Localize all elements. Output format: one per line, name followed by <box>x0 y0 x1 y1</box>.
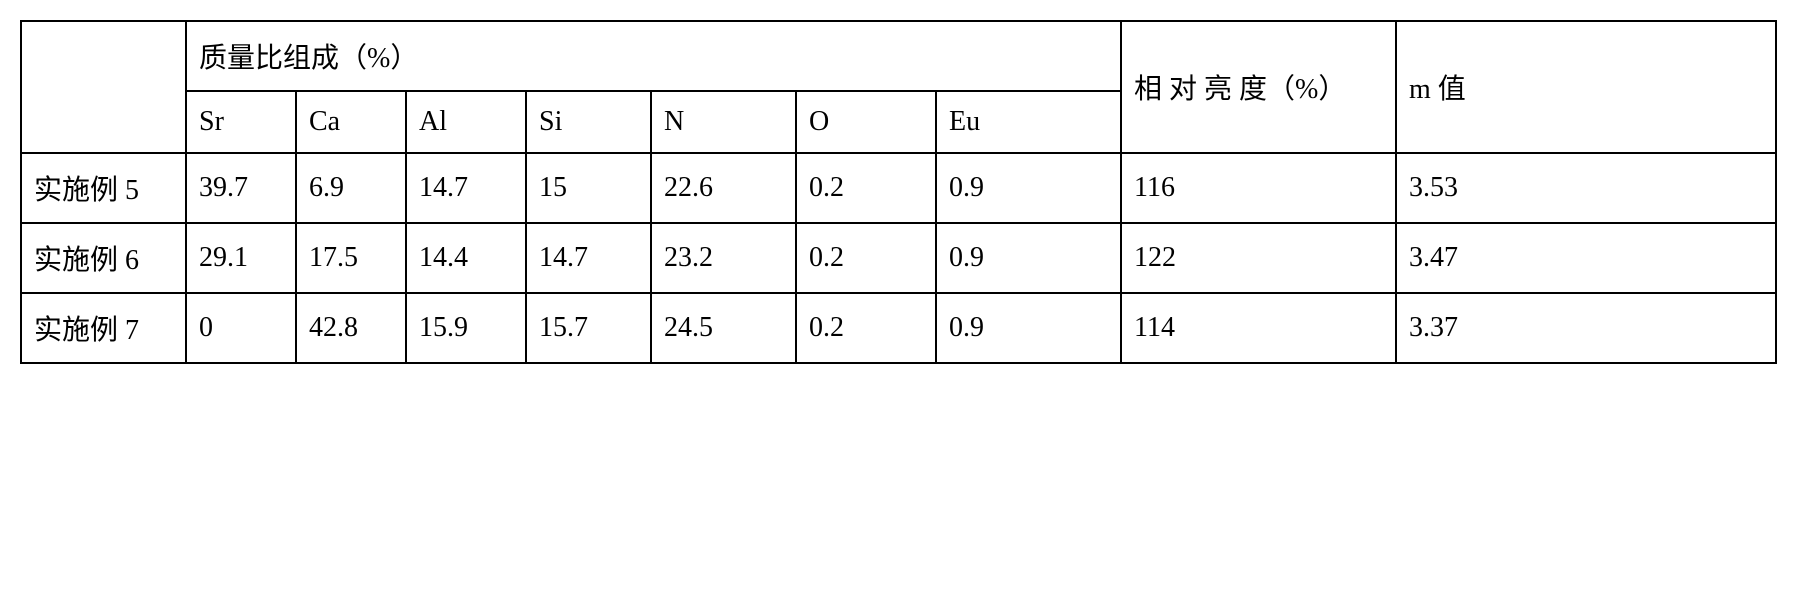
cell-eu: 0.9 <box>936 293 1121 363</box>
cell-si: 15 <box>526 153 651 223</box>
cell-m: 3.37 <box>1396 293 1776 363</box>
cell-ca: 42.8 <box>296 293 406 363</box>
cell-sr: 29.1 <box>186 223 296 293</box>
cell-m: 3.53 <box>1396 153 1776 223</box>
cell-m: 3.47 <box>1396 223 1776 293</box>
header-col-eu: Eu <box>936 91 1121 153</box>
row-label: 实施例 5 <box>21 153 186 223</box>
header-col-sr: Sr <box>186 91 296 153</box>
cell-eu: 0.9 <box>936 153 1121 223</box>
cell-o: 0.2 <box>796 153 936 223</box>
cell-brightness: 114 <box>1121 293 1396 363</box>
cell-sr: 0 <box>186 293 296 363</box>
cell-al: 14.7 <box>406 153 526 223</box>
table-row: 实施例 7 0 42.8 15.9 15.7 24.5 0.2 0.9 114 … <box>21 293 1776 363</box>
header-empty-cell <box>21 21 186 153</box>
cell-ca: 6.9 <box>296 153 406 223</box>
cell-brightness: 116 <box>1121 153 1396 223</box>
composition-table: 质量比组成（%） 相 对 亮 度（%） m 值 Sr Ca Al Si N O … <box>20 20 1777 364</box>
header-col-o: O <box>796 91 936 153</box>
header-brightness: 相 对 亮 度（%） <box>1121 21 1396 153</box>
header-col-n: N <box>651 91 796 153</box>
header-col-ca: Ca <box>296 91 406 153</box>
cell-n: 22.6 <box>651 153 796 223</box>
cell-brightness: 122 <box>1121 223 1396 293</box>
header-mass-ratio-group: 质量比组成（%） <box>186 21 1121 91</box>
header-m-value: m 值 <box>1396 21 1776 153</box>
cell-n: 24.5 <box>651 293 796 363</box>
cell-n: 23.2 <box>651 223 796 293</box>
row-label: 实施例 7 <box>21 293 186 363</box>
cell-ca: 17.5 <box>296 223 406 293</box>
cell-si: 15.7 <box>526 293 651 363</box>
cell-al: 15.9 <box>406 293 526 363</box>
table-row: 实施例 6 29.1 17.5 14.4 14.7 23.2 0.2 0.9 1… <box>21 223 1776 293</box>
header-col-si: Si <box>526 91 651 153</box>
row-label: 实施例 6 <box>21 223 186 293</box>
header-col-al: Al <box>406 91 526 153</box>
cell-o: 0.2 <box>796 223 936 293</box>
table-row: 实施例 5 39.7 6.9 14.7 15 22.6 0.2 0.9 116 … <box>21 153 1776 223</box>
cell-al: 14.4 <box>406 223 526 293</box>
cell-si: 14.7 <box>526 223 651 293</box>
cell-eu: 0.9 <box>936 223 1121 293</box>
cell-sr: 39.7 <box>186 153 296 223</box>
cell-o: 0.2 <box>796 293 936 363</box>
